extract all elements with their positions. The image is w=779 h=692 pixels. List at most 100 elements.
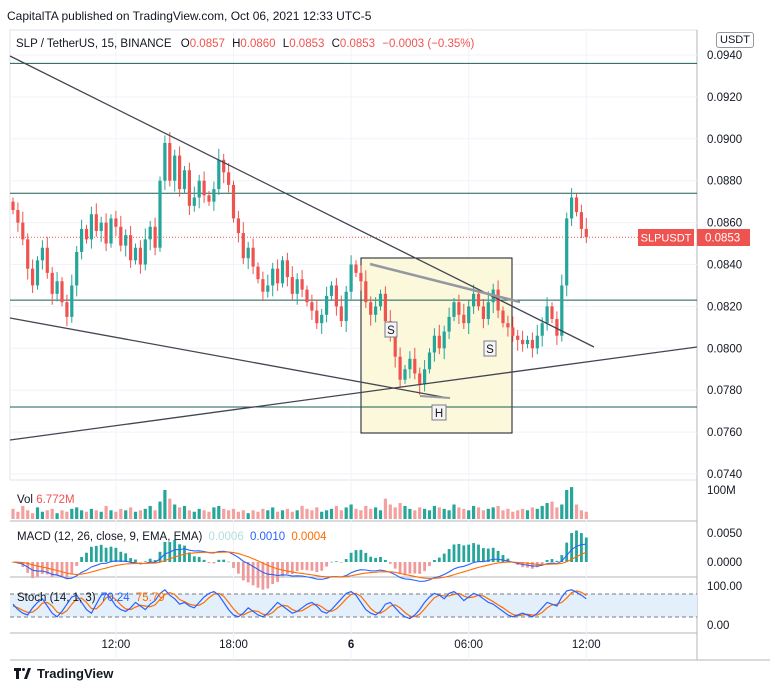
candle <box>70 274 74 323</box>
volume-bar <box>315 507 319 519</box>
volume-bar <box>285 508 289 519</box>
currency-button[interactable]: USDT <box>716 32 754 48</box>
candle <box>540 317 544 347</box>
macd-hist-bar <box>36 562 39 578</box>
symbol-name[interactable]: SLP / TetherUS, 15, BINANCE <box>16 38 172 50</box>
macd-hist-bar <box>227 561 230 563</box>
volume-bar <box>442 508 446 519</box>
candle <box>574 193 579 217</box>
head-label[interactable]: H <box>431 404 447 421</box>
macd-hist-bar <box>339 562 343 563</box>
volume-bar <box>511 511 515 519</box>
volume-bar <box>339 510 343 519</box>
candle <box>339 295 343 327</box>
macd-label[interactable]: MACD (12, 26, close, 9, EMA, EMA) <box>17 531 203 543</box>
candle <box>530 332 534 358</box>
stoch-axis-0: 100.00 <box>707 581 742 593</box>
volume-bar <box>129 507 133 519</box>
volume-bar <box>236 511 240 519</box>
head-label-text: H <box>435 408 443 420</box>
horizontal-levels <box>10 62 697 408</box>
time-tick-label: 6 <box>348 639 354 651</box>
volume-bar <box>295 510 299 519</box>
volume-bar <box>457 507 461 519</box>
macd-hist-bar <box>266 562 270 589</box>
macd-hist-bar <box>310 562 314 571</box>
macd-hist-bar <box>442 553 446 562</box>
macd-hist-bar <box>202 559 206 562</box>
volume-bar <box>266 510 270 519</box>
candle <box>565 212 569 297</box>
macd-hist-bar <box>330 561 333 563</box>
head-bottom-line[interactable] <box>419 395 451 399</box>
volume-bar <box>148 505 152 519</box>
candle <box>202 171 206 203</box>
publisher-line: CapitalTA published on TradingView.com, … <box>7 9 372 23</box>
candle <box>80 219 84 260</box>
volume-bar <box>535 508 539 519</box>
candle <box>129 225 133 268</box>
candle <box>89 206 93 249</box>
volume-bar <box>501 510 505 519</box>
candle <box>584 217 588 244</box>
candle <box>182 166 187 194</box>
macd-hist-bar <box>65 562 69 579</box>
volume-bar <box>427 510 432 519</box>
price-tag: SLPUSDT 0.0853 <box>638 229 750 246</box>
macd-hist-bar <box>462 545 466 562</box>
macd-hist-bar <box>320 562 324 571</box>
candle <box>329 281 334 301</box>
volume-bar <box>143 508 147 519</box>
candle <box>349 255 353 300</box>
neckline-shoulders[interactable] <box>369 262 521 304</box>
trendline-lower-channel[interactable] <box>9 317 449 399</box>
volume-bar <box>178 507 182 519</box>
macd-hist-bar <box>290 562 294 574</box>
volume-bar <box>187 510 191 519</box>
trendline-ascending-support[interactable] <box>9 346 698 441</box>
candle <box>261 271 265 301</box>
volume-bar <box>555 507 559 519</box>
volume-bar <box>290 511 294 519</box>
candle <box>285 252 289 287</box>
volume-bar <box>437 507 441 519</box>
right-shoulder-label-text: S <box>486 344 494 356</box>
volume-bar <box>565 490 569 519</box>
volume-bar <box>261 508 265 519</box>
right-shoulder-label[interactable]: S <box>483 340 497 357</box>
candle <box>40 240 44 270</box>
volume-bar <box>168 498 172 519</box>
price-tick-label: 0.0920 <box>707 92 742 104</box>
macd-hist-bar <box>482 548 485 562</box>
macd-hist-bar <box>134 559 137 562</box>
candle <box>266 274 270 298</box>
stoch-axis-1: 0.00 <box>707 620 729 632</box>
volume-bar <box>99 511 103 519</box>
trendline-descending-resistance[interactable] <box>9 55 595 348</box>
volume-bar <box>251 510 255 519</box>
volume-bar <box>55 513 59 519</box>
candle <box>501 306 505 328</box>
stoch-legend: Stoch (14, 1, 3) 70.24 75.79 <box>17 592 165 604</box>
macd-hist-bar <box>472 543 475 562</box>
volume-bar <box>70 508 74 519</box>
volume-bar <box>462 508 466 519</box>
volume-bar <box>378 510 383 519</box>
volume-bar <box>481 510 485 519</box>
candle <box>408 351 412 379</box>
candle <box>124 229 128 257</box>
volume-bar <box>11 508 15 519</box>
macd-hist-bar <box>286 562 289 574</box>
volume-bar <box>109 510 113 519</box>
candle <box>35 256 40 290</box>
left-shoulder-label[interactable]: S <box>384 321 398 338</box>
volume-bar <box>408 508 412 519</box>
candle <box>486 291 490 325</box>
macd-hist-bar <box>232 562 235 568</box>
candle <box>481 298 485 329</box>
close-label: C <box>331 38 340 50</box>
macd-hist-bar <box>281 562 284 577</box>
stoch-label[interactable]: Stoch (14, 1, 3) <box>17 592 96 604</box>
volume-bar <box>16 511 20 519</box>
